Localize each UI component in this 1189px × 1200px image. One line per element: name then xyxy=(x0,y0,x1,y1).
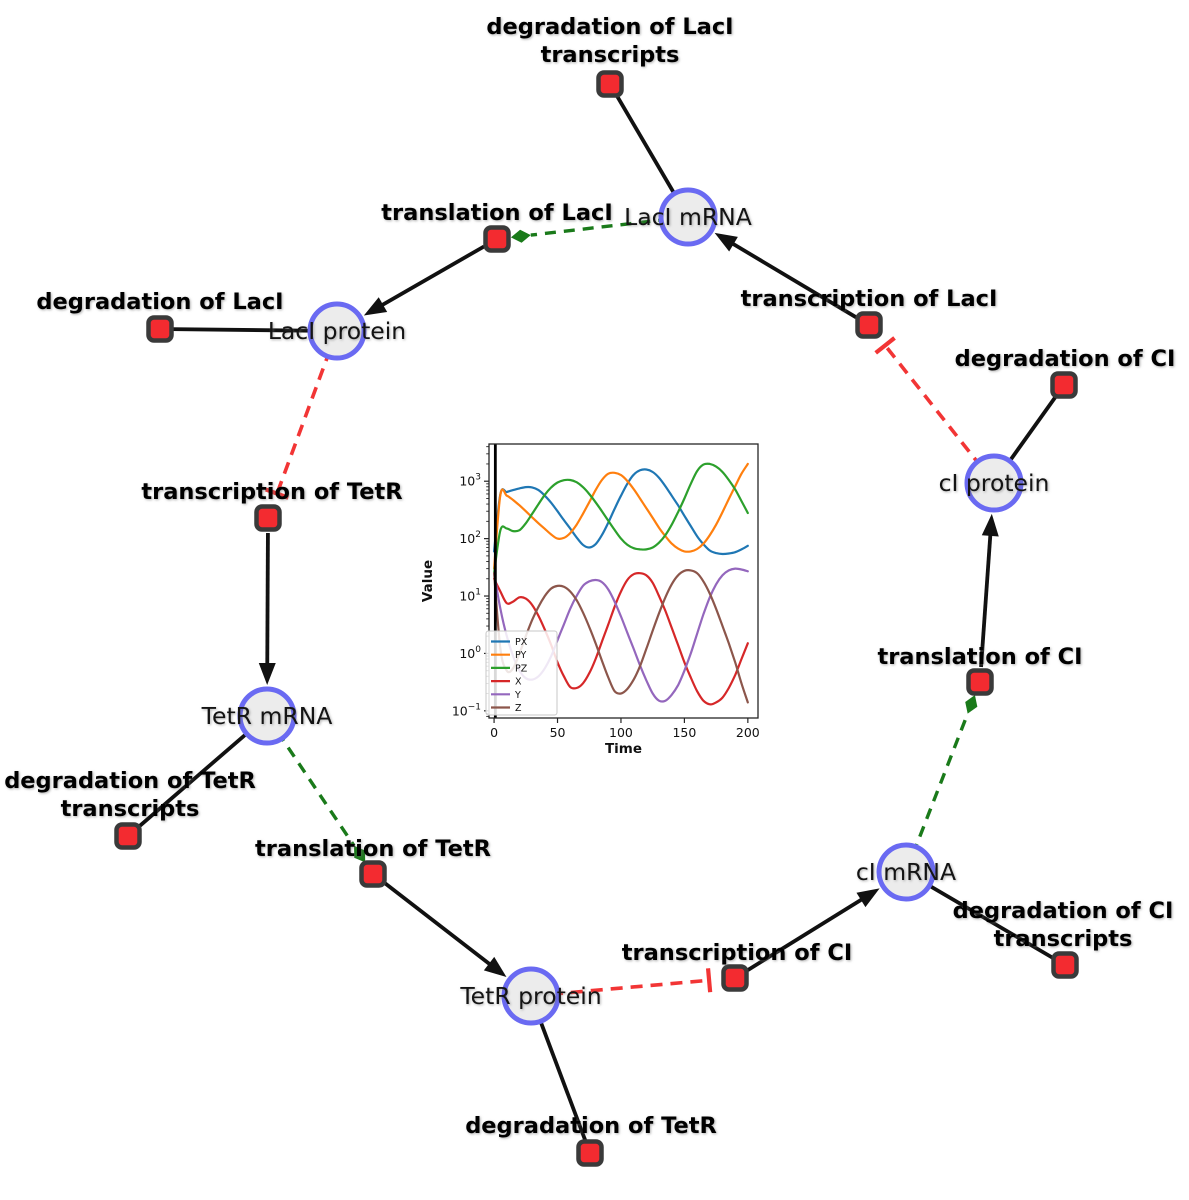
species-label-laci_mrna: LacI mRNA xyxy=(624,203,752,231)
series-PY xyxy=(493,462,749,570)
reaction-node-deg_tetr_tx xyxy=(114,822,142,850)
series-PX xyxy=(493,468,749,556)
species-node-laci_mrna xyxy=(658,187,718,247)
reaction-label-deg_laci_tx: transcripts xyxy=(541,42,680,68)
species-node-ci_mrna xyxy=(876,842,936,902)
edge-ci_mrna-deg_ci_tx xyxy=(905,870,1066,967)
reaction-label-deg_ci_tx: transcripts xyxy=(994,926,1133,952)
y-axis-label: Value xyxy=(420,560,436,602)
species-label-tetr_protein: TetR protein xyxy=(459,982,601,1010)
reaction-node-txn_ci xyxy=(721,964,749,992)
legend-label-Y: Y xyxy=(514,690,521,701)
reaction-node-deg_ci_tx xyxy=(1051,951,1079,979)
reaction-label-deg_tetr_tx: transcripts xyxy=(61,796,200,822)
reaction-label-deg_laci_tx: degradation of LacI xyxy=(486,14,733,40)
edge-tetr_protein-txn_ci xyxy=(530,978,710,998)
y-tick-label: 100 xyxy=(459,645,481,661)
reaction-label-deg_ci: degradation of CI xyxy=(955,346,1176,372)
chart-legend: PX PY PZ XYZ xyxy=(485,630,558,716)
series-PZ xyxy=(493,462,749,575)
y-tick-label: 10−1 xyxy=(452,702,481,718)
edge-txn_ci-ci_mrna-arrowhead xyxy=(856,888,880,908)
y-tick-label: 101 xyxy=(459,588,481,604)
x-axis-label: Time xyxy=(605,741,642,757)
edge-transl_laci-laci_protein xyxy=(380,244,485,308)
reaction-label-transl_tetr: translation of TetR xyxy=(255,836,491,862)
edge-laci_mrna-transl_laci-diamond xyxy=(510,229,531,243)
species-node-ci_protein xyxy=(964,453,1024,513)
edge-txn_laci-laci_mrna-arrowhead xyxy=(714,232,738,252)
edge-tetr_protein-txn_ci-tbar xyxy=(705,968,713,993)
edge-transl_laci-laci_protein-arrowhead xyxy=(363,297,388,316)
reaction-node-txn_tetr xyxy=(254,504,282,532)
species-label-tetr_mrna: TetR mRNA xyxy=(201,702,333,730)
edge-laci_protein-deg_laci xyxy=(159,327,338,333)
reaction-node-transl_ci xyxy=(966,668,994,696)
reaction-label-txn_laci: transcription of LacI xyxy=(741,286,998,312)
legend-label-PZ: PZ xyxy=(515,663,528,674)
reaction-label-txn_tetr: transcription of TetR xyxy=(141,479,402,505)
edge-laci_protein-txn_tetr-tbar xyxy=(265,487,289,500)
edge-transl_ci-ci_protein xyxy=(979,533,993,668)
edges-layer xyxy=(126,83,1066,1154)
chart-axes-box xyxy=(488,443,759,719)
edge-transl_ci-ci_protein-arrowhead xyxy=(981,513,999,537)
reaction-label-deg_laci: degradation of LacI xyxy=(36,289,283,315)
species-label-ci_mrna: cI mRNA xyxy=(856,858,956,886)
edge-txn_tetr-tetr_mrna-arrowhead xyxy=(258,662,276,686)
reaction-node-deg_ci xyxy=(1050,371,1078,399)
legend-label-PY: PY xyxy=(515,650,527,661)
reaction-label-deg_tetr_tx: degradation of TetR xyxy=(4,768,256,794)
y-tick-label: 103 xyxy=(459,473,481,489)
edge-txn_laci-laci_mrna xyxy=(730,241,858,319)
species-node-tetr_protein xyxy=(501,966,561,1026)
x-tick-label: 50 xyxy=(550,725,566,740)
series-Z xyxy=(493,569,749,704)
edge-ci_protein-txn_laci-tbar xyxy=(874,336,896,355)
x-tick-label: 0 xyxy=(490,725,498,740)
species-node-laci_protein xyxy=(307,301,367,361)
species-label-ci_protein: cI protein xyxy=(939,469,1050,497)
reaction-label-transl_laci: translation of LacI xyxy=(381,200,612,226)
edge-transl_tetr-tetr_protein xyxy=(383,881,492,967)
species-node-tetr_mrna xyxy=(237,686,297,746)
reaction-node-deg_laci xyxy=(146,315,174,343)
edge-tetr_mrna-transl_tetr-diamond xyxy=(354,845,366,863)
reaction-node-deg_laci_tx xyxy=(596,70,624,98)
species-label-laci_protein: LacI protein xyxy=(268,317,406,345)
x-tick-label: 100 xyxy=(609,725,633,740)
edge-tetr_mrna-deg_tetr_tx xyxy=(126,714,269,838)
nodes-layer xyxy=(114,70,1079,1167)
reaction-label-txn_ci: transcription of CI xyxy=(622,940,852,966)
legend-label-X: X xyxy=(515,677,522,688)
edge-txn_ci-ci_mrna xyxy=(746,897,864,972)
edge-ci_mrna-transl_ci-diamond xyxy=(965,695,978,714)
reaction-label-deg_tetr: degradation of TetR xyxy=(465,1113,717,1139)
labels-layer: LacI mRNA LacI protein TetR mRNA TetR prote… xyxy=(4,14,1175,1139)
reaction-node-txn_laci xyxy=(855,311,883,339)
reaction-node-transl_laci xyxy=(483,225,511,253)
y-tick-label: 102 xyxy=(459,530,481,546)
reaction-node-deg_tetr xyxy=(576,1139,604,1167)
x-tick-label: 200 xyxy=(736,725,760,740)
edge-transl_tetr-tetr_protein-arrowhead xyxy=(483,956,507,978)
x-tick-label: 150 xyxy=(672,725,696,740)
inset-chart: 0 50 100 150 20010310210110010−1TimeValuePXP… xyxy=(420,443,760,757)
legend-label-Z: Z xyxy=(515,703,522,714)
legend-label-PX: PX xyxy=(515,637,528,648)
edge-txn_tetr-tetr_mrna xyxy=(265,532,270,666)
reaction-label-transl_ci: translation of CI xyxy=(877,644,1082,670)
reaction-node-transl_tetr xyxy=(359,860,387,888)
reaction-label-deg_ci_tx: degradation of CI xyxy=(953,898,1174,924)
